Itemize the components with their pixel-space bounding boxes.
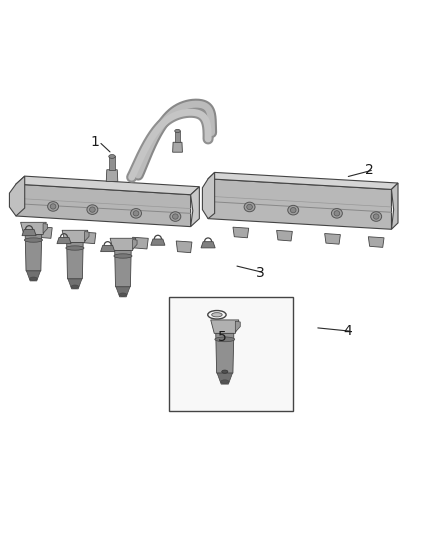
Ellipse shape <box>288 205 299 215</box>
Polygon shape <box>235 321 240 332</box>
Polygon shape <box>176 241 192 253</box>
Text: 3: 3 <box>256 266 265 280</box>
Polygon shape <box>16 176 199 195</box>
Polygon shape <box>110 157 115 169</box>
Ellipse shape <box>212 313 222 317</box>
Ellipse shape <box>290 207 296 213</box>
Polygon shape <box>67 243 83 279</box>
Polygon shape <box>216 333 234 373</box>
Polygon shape <box>325 233 340 244</box>
Text: 1: 1 <box>90 134 99 149</box>
Ellipse shape <box>371 212 381 221</box>
Polygon shape <box>211 320 239 333</box>
Ellipse shape <box>175 130 180 133</box>
Polygon shape <box>133 239 137 249</box>
Polygon shape <box>85 231 89 241</box>
Polygon shape <box>277 230 292 241</box>
Ellipse shape <box>48 201 59 211</box>
Ellipse shape <box>215 337 235 342</box>
Polygon shape <box>151 239 165 245</box>
Ellipse shape <box>131 208 141 218</box>
Ellipse shape <box>30 277 37 280</box>
Polygon shape <box>57 237 71 244</box>
Polygon shape <box>22 229 36 236</box>
Text: 2: 2 <box>365 163 374 177</box>
Polygon shape <box>10 176 25 216</box>
Polygon shape <box>80 232 96 244</box>
Polygon shape <box>106 169 118 181</box>
Ellipse shape <box>114 254 132 258</box>
Ellipse shape <box>173 214 178 219</box>
Ellipse shape <box>89 207 95 212</box>
Ellipse shape <box>87 205 98 214</box>
Ellipse shape <box>332 208 343 218</box>
Ellipse shape <box>119 293 127 296</box>
Polygon shape <box>368 237 384 247</box>
Polygon shape <box>175 131 180 142</box>
Polygon shape <box>101 245 115 252</box>
Polygon shape <box>21 222 46 235</box>
Polygon shape <box>169 297 293 411</box>
Ellipse shape <box>50 204 56 209</box>
Ellipse shape <box>373 214 379 219</box>
Ellipse shape <box>170 212 181 221</box>
Ellipse shape <box>25 238 42 242</box>
Polygon shape <box>202 172 215 219</box>
Polygon shape <box>36 227 52 238</box>
Text: 5: 5 <box>218 330 227 344</box>
Text: 4: 4 <box>343 325 352 338</box>
Polygon shape <box>116 287 130 297</box>
Polygon shape <box>191 187 199 227</box>
Polygon shape <box>173 142 182 152</box>
Polygon shape <box>233 227 249 238</box>
Polygon shape <box>208 172 398 189</box>
Polygon shape <box>201 241 215 248</box>
Polygon shape <box>110 238 136 251</box>
Polygon shape <box>26 271 40 281</box>
Ellipse shape <box>244 202 255 212</box>
Ellipse shape <box>247 204 252 209</box>
Ellipse shape <box>109 155 115 158</box>
Polygon shape <box>43 223 48 233</box>
Polygon shape <box>133 237 148 249</box>
Ellipse shape <box>222 370 228 373</box>
Polygon shape <box>217 373 233 384</box>
Ellipse shape <box>66 246 84 250</box>
Polygon shape <box>68 279 82 289</box>
Polygon shape <box>392 183 398 229</box>
Ellipse shape <box>221 380 229 384</box>
Ellipse shape <box>71 285 79 288</box>
Ellipse shape <box>133 211 139 216</box>
Polygon shape <box>25 235 42 271</box>
Ellipse shape <box>334 211 340 216</box>
Polygon shape <box>62 230 88 243</box>
Polygon shape <box>115 251 131 287</box>
Polygon shape <box>16 184 191 227</box>
Polygon shape <box>208 179 392 229</box>
